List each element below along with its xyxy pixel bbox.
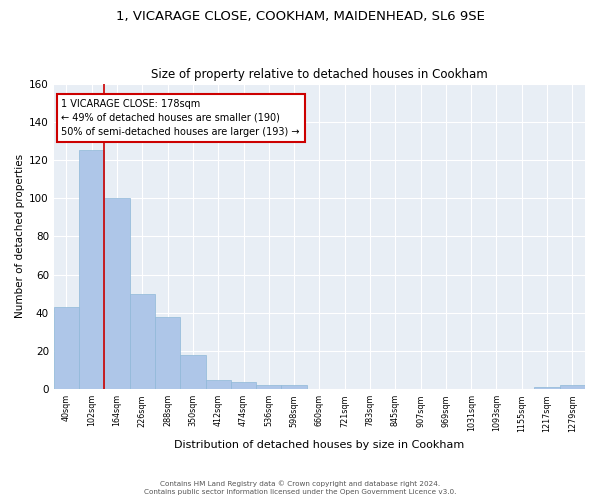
Bar [130,294,155,389]
Text: 1, VICARAGE CLOSE, COOKHAM, MAIDENHEAD, SL6 9SE: 1, VICARAGE CLOSE, COOKHAM, MAIDENHEAD, … [116,10,484,23]
X-axis label: Distribution of detached houses by size in Cookham: Distribution of detached houses by size … [174,440,464,450]
Title: Size of property relative to detached houses in Cookham: Size of property relative to detached ho… [151,68,488,81]
Bar [231,382,256,389]
Bar [560,386,585,389]
Bar [54,307,79,389]
Bar [79,150,104,389]
Bar [281,386,307,389]
Bar [180,355,206,389]
Bar [206,380,231,389]
Y-axis label: Number of detached properties: Number of detached properties [15,154,25,318]
Bar [256,386,281,389]
Bar [155,316,180,389]
Text: 1 VICARAGE CLOSE: 178sqm
← 49% of detached houses are smaller (190)
50% of semi-: 1 VICARAGE CLOSE: 178sqm ← 49% of detach… [61,99,300,137]
Text: Contains HM Land Registry data © Crown copyright and database right 2024.
Contai: Contains HM Land Registry data © Crown c… [144,480,456,495]
Bar [535,388,560,389]
Bar [104,198,130,389]
